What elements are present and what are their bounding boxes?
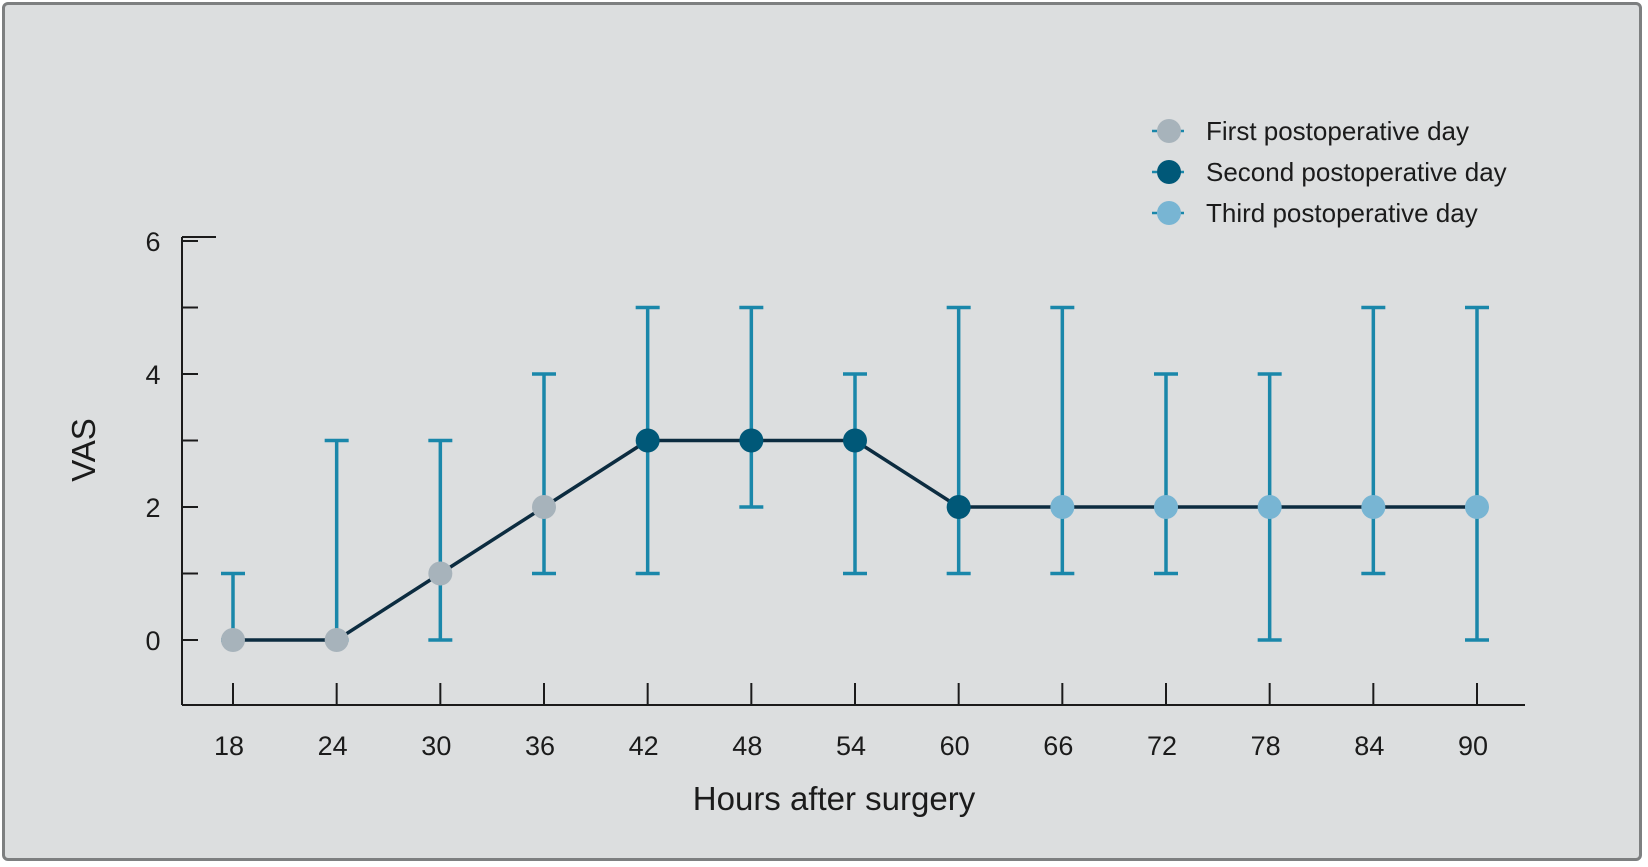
x-axis-title: Hours after surgery — [693, 780, 976, 817]
x-tick-label: 60 — [940, 731, 970, 761]
x-tick-label: 90 — [1458, 731, 1488, 761]
error-bar — [1154, 372, 1178, 576]
legend-item: First postoperative day — [1152, 116, 1469, 146]
legend-item: Third postoperative day — [1152, 198, 1478, 228]
error-bars — [221, 305, 1489, 642]
error-bar — [1050, 305, 1075, 576]
x-tick-label: 42 — [629, 731, 659, 761]
error-bar — [428, 438, 453, 642]
data-point — [946, 495, 971, 519]
error-bar — [532, 372, 556, 576]
error-bar — [843, 372, 867, 576]
x-tick-label: 18 — [214, 731, 244, 761]
legend-marker — [1157, 201, 1181, 225]
legend: First postoperative day Second postoperat… — [1152, 116, 1507, 228]
data-point — [1050, 495, 1075, 519]
x-tick-label: 24 — [318, 731, 348, 761]
axes — [181, 236, 1525, 706]
legend-marker — [1157, 160, 1181, 184]
y-tick-label: 6 — [145, 227, 160, 257]
legend-label: Third postoperative day — [1206, 198, 1478, 228]
legend-label: Second postoperative day — [1206, 157, 1507, 187]
y-tick-label: 4 — [145, 360, 160, 390]
data-point — [428, 561, 453, 586]
x-tick-label: 66 — [1043, 731, 1073, 761]
data-points — [221, 428, 1489, 652]
y-tick-label: 0 — [145, 626, 160, 656]
data-point — [739, 428, 764, 453]
error-bar — [739, 305, 764, 509]
data-point — [635, 428, 660, 453]
legend-item: Second postoperative day — [1152, 157, 1507, 187]
data-point — [1257, 495, 1282, 519]
error-bar — [946, 305, 971, 576]
x-tick-label: 54 — [836, 731, 866, 761]
legend-marker — [1157, 119, 1181, 143]
x-tick-label: 84 — [1354, 731, 1384, 761]
y-axis-title: VAS — [65, 418, 102, 482]
x-tick-label: 30 — [421, 731, 451, 761]
legend-label: First postoperative day — [1206, 116, 1469, 146]
x-tick-label: 48 — [732, 731, 762, 761]
data-point — [221, 628, 245, 652]
data-point — [1465, 495, 1489, 519]
data-point — [1154, 495, 1178, 519]
error-bar — [1465, 305, 1489, 642]
x-tick-label: 72 — [1147, 731, 1177, 761]
data-point — [532, 495, 556, 519]
error-bar — [324, 438, 349, 642]
x-tick-label: 36 — [525, 731, 555, 761]
data-point — [324, 628, 349, 652]
x-tick-label: 78 — [1251, 731, 1281, 761]
data-point — [843, 428, 867, 453]
data-point — [1361, 495, 1386, 519]
error-bar — [1361, 305, 1386, 576]
y-tick-label: 2 — [145, 493, 160, 523]
